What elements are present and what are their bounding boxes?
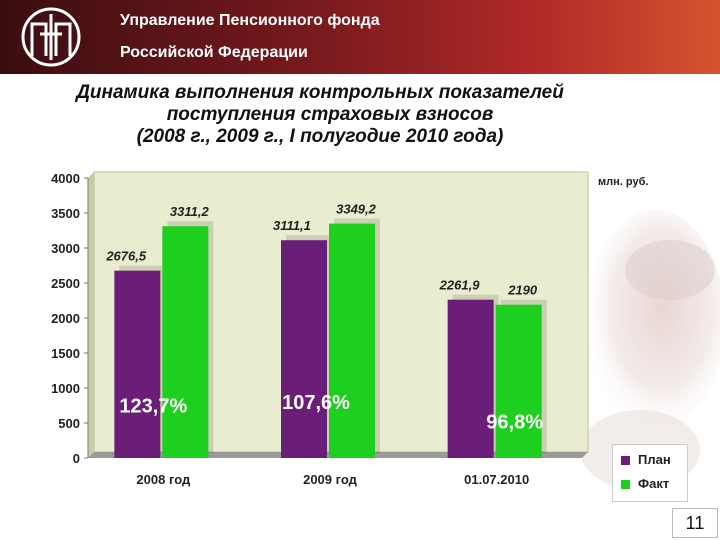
data-label-plan-2: 2261,9 [439,278,481,293]
x-tick-label-1: 2009 год [303,472,358,487]
title-line-3: (2008 г., 2009 г., I полугодие 2010 года… [136,126,504,147]
percent-label-2: 96,8% [486,412,543,434]
percent-label-0: 123,7% [119,396,187,418]
data-label-fact-2: 2190 [507,283,538,298]
data-label-plan-0: 2676,5 [105,249,147,264]
pfr-emblem-icon [21,7,81,67]
legend-swatch-fact [621,480,630,490]
y-tick-label-3: 1500 [51,346,80,361]
legend-label-fact: Факт [638,476,670,491]
legend-swatch-plan [621,456,630,466]
page-number: 11 [672,508,718,538]
unit-label: млн. руб. [598,176,649,188]
y-tick-label-5: 2500 [51,276,80,291]
data-label-fact-1: 3349,2 [336,202,377,217]
legend-item-plan: План [621,452,671,467]
bar-fact-2 [495,304,542,458]
bar-fact-0 [162,226,209,458]
chart-legend: План Факт [612,444,688,502]
y-tick-label-8: 4000 [51,171,80,186]
x-tick-label-0: 2008 год [136,472,191,487]
y-tick-label-7: 3500 [51,206,80,221]
bar-plan-0 [114,270,161,458]
y-tick-label-1: 500 [58,416,80,431]
title-line-2: поступления страховых взносов [166,104,494,125]
header-banner: Управление Пенсионного фонда Российской … [0,0,720,74]
y-tick-label-6: 3000 [51,241,80,256]
slide-title: Динамика выполнения контрольных показате… [0,82,720,148]
bar-fact-1 [329,223,375,458]
org-name-line-2: Российской Федерации [120,44,308,61]
title-line-1: Динамика выполнения контрольных показате… [76,82,564,103]
bar-plan-2 [447,299,494,458]
plot-side-wall [88,172,94,458]
x-tick-label-2: 01.07.2010 [464,472,529,487]
bar-chart: 0 500 1000 1500 2000 2500 3000 3500 4000 2676,5 33… [51,171,589,487]
y-tick-label-4: 2000 [51,311,80,326]
data-label-plan-1: 3111,1 [273,218,311,233]
y-tick-label-2: 1000 [51,381,80,396]
legend-item-fact: Факт [621,476,669,491]
bar-plan-1 [281,240,327,458]
legend-label-plan: План [638,452,671,467]
data-label-fact-0: 3311,2 [170,204,210,219]
org-name-line-1: Управление Пенсионного фонда [120,12,380,29]
y-tick-label-0: 0 [73,451,80,466]
percent-label-1: 107,6% [282,392,350,414]
